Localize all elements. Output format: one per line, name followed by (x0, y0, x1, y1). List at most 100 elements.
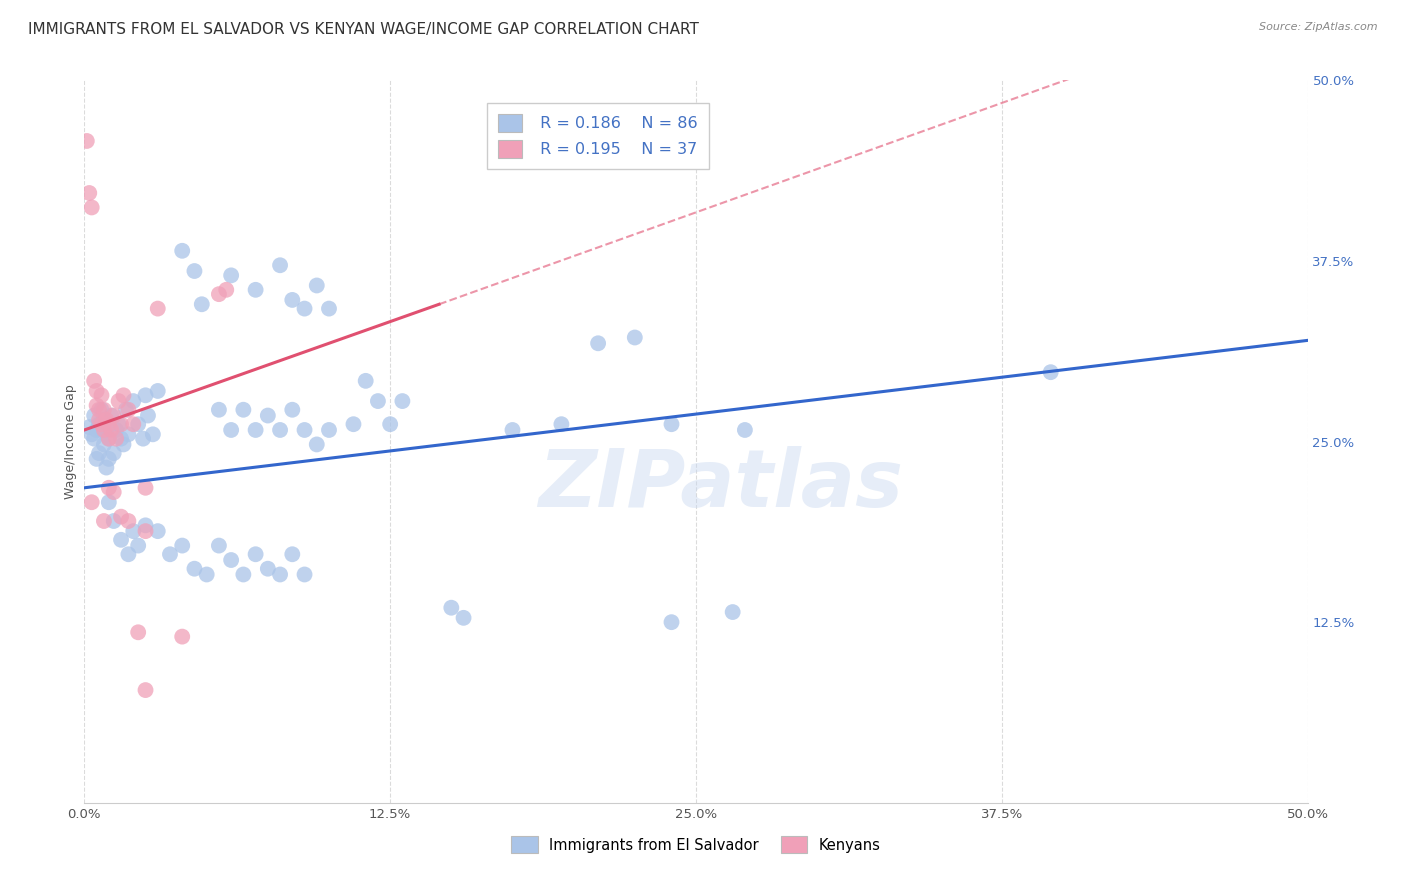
Point (93, 514, 115, 528)
Point (269, 567, 291, 582)
Point (257, 562, 280, 576)
Text: Source: ZipAtlas.com: Source: ZipAtlas.com (1260, 22, 1378, 32)
Text: IMMIGRANTS FROM EL SALVADOR VS KENYAN WAGE/INCOME GAP CORRELATION CHART: IMMIGRANTS FROM EL SALVADOR VS KENYAN WA… (28, 22, 699, 37)
Point (93, 437, 115, 451)
Point (172, 244, 194, 258)
Point (550, 417, 572, 432)
Point (110, 533, 132, 547)
Point (734, 423, 756, 437)
Point (269, 258, 291, 272)
Point (83, 374, 105, 388)
Point (107, 394, 129, 409)
Point (97, 432, 120, 446)
Point (110, 432, 132, 446)
Point (232, 567, 254, 582)
Point (208, 287, 231, 301)
Point (367, 394, 389, 409)
Point (93, 402, 115, 417)
Point (83, 432, 105, 446)
Point (294, 423, 316, 437)
Point (122, 417, 145, 432)
Point (80, 495, 103, 509)
Point (135, 481, 157, 495)
Y-axis label: Wage/Income Gap: Wage/Income Gap (65, 384, 77, 499)
Point (135, 518, 157, 533)
Point (191, 297, 214, 311)
Point (159, 547, 181, 561)
Point (318, 301, 340, 316)
Point (112, 437, 135, 451)
Point (146, 524, 169, 538)
Point (208, 539, 231, 553)
Point (183, 562, 205, 576)
Point (215, 283, 238, 297)
Point (219, 423, 242, 437)
Point (281, 293, 304, 307)
Point (135, 683, 157, 698)
Point (97, 432, 120, 446)
Point (127, 625, 149, 640)
Point (219, 553, 242, 567)
Point (77, 186, 100, 200)
Point (86, 451, 108, 466)
Point (105, 432, 128, 446)
Point (87, 402, 110, 417)
Point (1039, 365, 1062, 379)
Point (135, 388, 157, 402)
Point (245, 547, 267, 561)
Point (305, 437, 328, 451)
Point (87, 413, 110, 427)
Point (391, 394, 413, 409)
Point (86, 398, 108, 412)
Point (354, 374, 377, 388)
Point (90, 402, 112, 417)
Point (281, 402, 304, 417)
Point (105, 423, 128, 437)
Point (97, 417, 120, 432)
Point (661, 417, 683, 432)
Point (96, 413, 118, 427)
Point (135, 524, 157, 538)
Point (90, 388, 112, 402)
Text: ZIPatlas: ZIPatlas (538, 446, 903, 524)
Point (117, 514, 139, 528)
Point (97, 495, 120, 509)
Point (183, 264, 205, 278)
Point (624, 330, 647, 344)
Legend: Immigrants from El Salvador, Kenyans: Immigrants from El Salvador, Kenyans (505, 829, 887, 861)
Point (103, 514, 125, 528)
Point (195, 567, 218, 582)
Point (103, 409, 125, 423)
Point (103, 485, 125, 500)
Point (136, 409, 159, 423)
Point (90, 423, 112, 437)
Point (245, 283, 267, 297)
Point (146, 384, 169, 398)
Point (294, 301, 316, 316)
Point (294, 567, 316, 582)
Point (269, 423, 291, 437)
Point (87, 446, 110, 460)
Point (342, 417, 364, 432)
Point (502, 423, 524, 437)
Point (97, 451, 120, 466)
Point (107, 417, 129, 432)
Point (132, 432, 155, 446)
Point (86, 423, 108, 437)
Point (208, 402, 231, 417)
Point (219, 268, 242, 283)
Point (122, 524, 145, 538)
Point (305, 278, 328, 293)
Point (440, 600, 463, 615)
Point (93, 423, 115, 437)
Point (77, 420, 100, 434)
Point (172, 539, 194, 553)
Point (127, 539, 149, 553)
Point (142, 427, 165, 442)
Point (117, 402, 139, 417)
Point (453, 611, 475, 625)
Point (93, 413, 115, 427)
Point (103, 446, 125, 460)
Point (146, 301, 169, 316)
Point (112, 388, 135, 402)
